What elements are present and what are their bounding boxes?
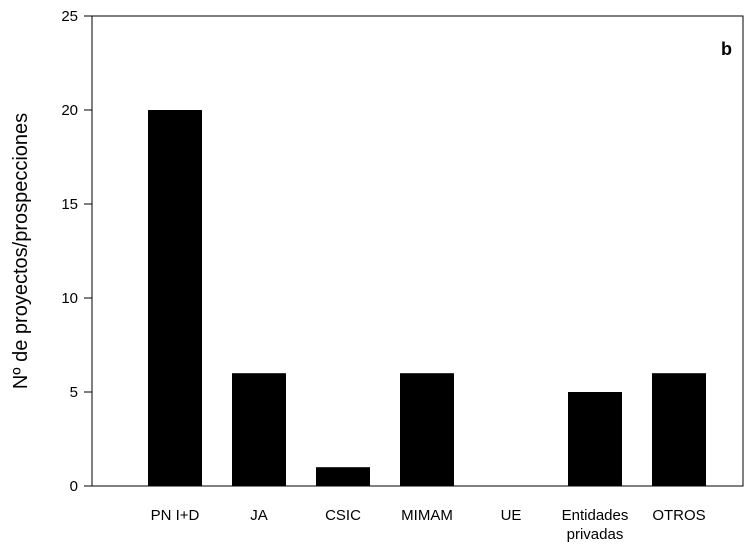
x-tick-label: PN I+D (151, 507, 200, 524)
x-tick-label: CSIC (325, 507, 361, 524)
x-tick-label: MIMAM (401, 507, 453, 524)
y-tick-label: 20 (61, 102, 78, 119)
x-axis: PN I+D JA CSIC MIMAM UE Entidades privadas OTRO… (151, 507, 706, 543)
y-tick-label: 15 (61, 196, 78, 213)
y-tick-label: 25 (61, 8, 78, 25)
bar (400, 373, 454, 486)
y-tick-label: 5 (70, 384, 78, 401)
bars (148, 110, 706, 486)
x-tick-label: JA (250, 507, 268, 524)
y-axis: 0 5 10 15 20 25 (61, 8, 92, 495)
bar (568, 392, 622, 486)
bar (232, 373, 286, 486)
y-tick-label: 10 (61, 290, 78, 307)
x-tick-label: UE (501, 507, 522, 524)
bar (652, 373, 706, 486)
x-tick-label: Entidades (562, 507, 629, 524)
bar (316, 467, 370, 486)
x-tick-label: OTROS (652, 507, 705, 524)
bar (148, 110, 202, 486)
y-tick-label: 0 (70, 478, 78, 495)
panel-label: b (721, 39, 732, 59)
y-axis-label: Nº de proyectos/prospecciones (10, 113, 32, 389)
x-tick-label: privadas (567, 526, 624, 543)
